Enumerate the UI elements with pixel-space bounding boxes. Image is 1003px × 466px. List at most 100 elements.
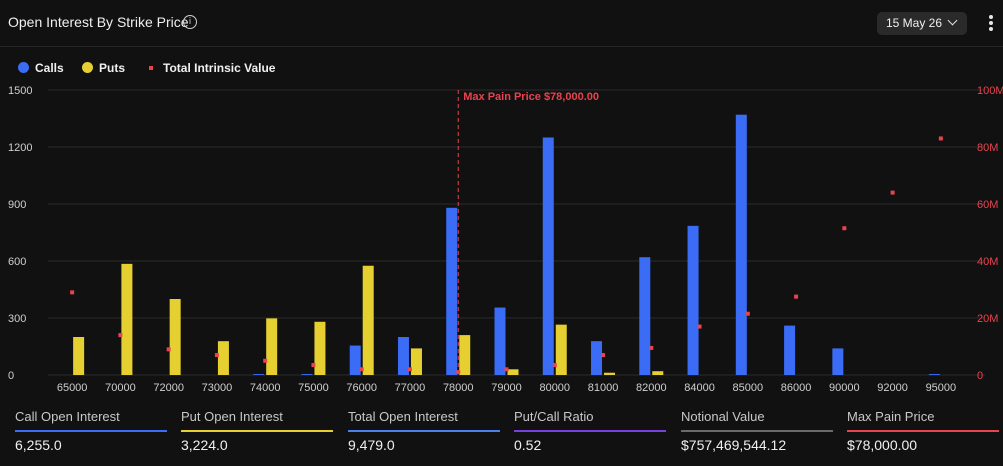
calls-bar (784, 325, 796, 375)
x-tick-label: 72000 (153, 382, 184, 394)
puts-bar (555, 324, 567, 375)
puts-bar (410, 348, 422, 375)
y-tick-label-left: 900 (8, 199, 26, 211)
x-tick-label: 76000 (346, 382, 377, 394)
stat-underline (514, 430, 666, 432)
stat-label: Total Open Interest (348, 409, 458, 424)
calls-bar (301, 374, 313, 375)
intrinsic-value-point (649, 345, 654, 350)
stat-value: 3,224.0 (181, 437, 228, 453)
puts-bar (169, 299, 181, 375)
calls-bar (253, 374, 265, 375)
more-vertical-icon[interactable] (986, 14, 996, 34)
calls-bar (832, 348, 844, 375)
stat-underline (681, 430, 833, 432)
y-tick-label-left: 0 (8, 370, 14, 382)
intrinsic-value-point (407, 367, 412, 372)
x-tick-label: 90000 (829, 382, 860, 394)
y-tick-label-left: 1200 (8, 142, 32, 154)
x-tick-label: 73000 (202, 382, 233, 394)
stat-label: Call Open Interest (15, 409, 120, 424)
stat-underline (847, 430, 999, 432)
intrinsic-value-point (311, 363, 316, 368)
calls-bar (928, 374, 940, 375)
puts-bar (314, 321, 326, 375)
calls-bar (542, 137, 554, 375)
calls-marker (18, 62, 29, 73)
legend-label: Total Intrinsic Value (163, 61, 276, 75)
puts-bar (459, 335, 471, 375)
calls-bar (735, 114, 747, 375)
y-tick-label-right: 80M (977, 142, 998, 154)
calls-bar (639, 257, 651, 375)
calls-bar (494, 307, 506, 375)
y-tick-label-right: 0 (977, 370, 983, 382)
y-tick-label-left: 600 (8, 256, 26, 268)
intrinsic-value-point (842, 226, 847, 231)
stat-value: 6,255.0 (15, 437, 62, 453)
calls-bar (397, 337, 409, 375)
puts-bar (121, 263, 133, 375)
calls-bar (687, 225, 699, 375)
y-tick-label-right: 40M (977, 256, 998, 268)
x-tick-label: 70000 (105, 382, 136, 394)
calls-bar (349, 345, 361, 375)
stat-label: Notional Value (681, 409, 765, 424)
y-tick-label-right: 60M (977, 199, 998, 211)
stat-value: 0.52 (514, 437, 542, 453)
y-tick-label-right: 20M (977, 313, 998, 325)
legend-label: Puts (99, 61, 126, 75)
y-tick-label-right: 100M (977, 85, 1003, 97)
stat-value: $757,469,544.12 (681, 437, 787, 453)
x-tick-label: 80000 (539, 382, 570, 394)
legend-label: Calls (35, 61, 64, 75)
expiry-date-label: 15 May 26 (886, 16, 943, 30)
x-tick-label: 75000 (298, 382, 329, 394)
chart-header: Open Interest By Strike Price i 15 May 2… (0, 0, 1003, 47)
stats-row: Call Open Interest 6,255.0 Put Open Inte… (0, 400, 1003, 466)
puts-bar (73, 337, 85, 375)
intrinsic-value-point (601, 353, 606, 358)
intrinsic-value-point (552, 363, 557, 368)
x-tick-label: 84000 (684, 382, 715, 394)
x-tick-label: 95000 (926, 382, 957, 394)
stat-label: Max Pain Price (847, 409, 935, 424)
chevron-down-icon (947, 15, 958, 26)
open-interest-chart: 0 300 600 900 1200 1500 0 20M 40M 60M 80M 100M 65000… (8, 85, 1003, 394)
y-tick-label-left: 300 (8, 313, 26, 325)
intrinsic-value-marker (149, 66, 153, 70)
puts-bar (507, 369, 519, 375)
stat-underline (348, 430, 500, 432)
stat-underline (15, 430, 167, 432)
x-tick-label: 77000 (395, 382, 426, 394)
x-tick-label: 74000 (250, 382, 281, 394)
intrinsic-value-point (697, 324, 702, 329)
intrinsic-value-point (166, 347, 171, 352)
puts-bar (604, 372, 616, 375)
stat-underline (181, 430, 333, 432)
intrinsic-value-point (359, 367, 364, 372)
intrinsic-value-point (504, 367, 509, 372)
x-tick-label: 92000 (877, 382, 908, 394)
expiry-date-dropdown[interactable]: 15 May 26 (877, 12, 967, 35)
info-icon[interactable]: i (183, 15, 197, 29)
intrinsic-value-point (938, 136, 943, 141)
puts-marker (82, 62, 93, 73)
x-tick-label: 82000 (636, 382, 667, 394)
intrinsic-value-point (263, 358, 268, 363)
y-tick-label-left: 1500 (8, 85, 32, 97)
x-tick-label: 79000 (491, 382, 522, 394)
x-tick-label: 65000 (57, 382, 88, 394)
intrinsic-value-point (745, 311, 750, 316)
x-tick-label: 78000 (443, 382, 474, 394)
x-tick-label: 85000 (733, 382, 764, 394)
max-pain-label: Max Pain Price $78,000.00 (463, 91, 599, 103)
intrinsic-value-point (890, 190, 895, 195)
x-tick-label: 86000 (781, 382, 812, 394)
calls-bar (591, 341, 603, 375)
puts-bar (266, 318, 278, 375)
puts-bar (652, 371, 664, 375)
intrinsic-value-point (70, 290, 75, 295)
intrinsic-value-point (118, 333, 123, 338)
stat-label: Put/Call Ratio (514, 409, 594, 424)
